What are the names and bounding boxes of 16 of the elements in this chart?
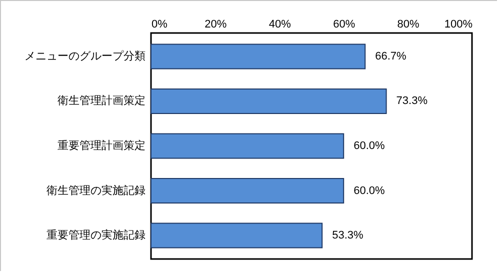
y-tick-label: 重要管理計画策定: [58, 139, 146, 152]
x-tick-label: 60%: [333, 18, 356, 30]
x-tick-label: 0%: [152, 18, 168, 30]
data-label: 73.3%: [396, 95, 428, 108]
y-tick-label: 衛生管理計画策定: [58, 94, 146, 108]
data-label: 60.0%: [354, 140, 386, 152]
x-tick-label: 100%: [444, 18, 473, 30]
y-tick-label: メニューのグループ分類: [24, 49, 146, 62]
x-tick-label: 40%: [268, 18, 292, 30]
y-tick-label: 衛生管理の実施記録: [46, 184, 146, 197]
x-tick-label: 80%: [397, 18, 420, 30]
data-label: 66.7%: [375, 50, 407, 62]
x-tick-label: 20%: [204, 18, 227, 30]
y-tick-label: 重要管理の実施記録: [46, 228, 146, 242]
data-label: 60.0%: [354, 184, 386, 197]
data-label: 53.3%: [332, 230, 364, 242]
